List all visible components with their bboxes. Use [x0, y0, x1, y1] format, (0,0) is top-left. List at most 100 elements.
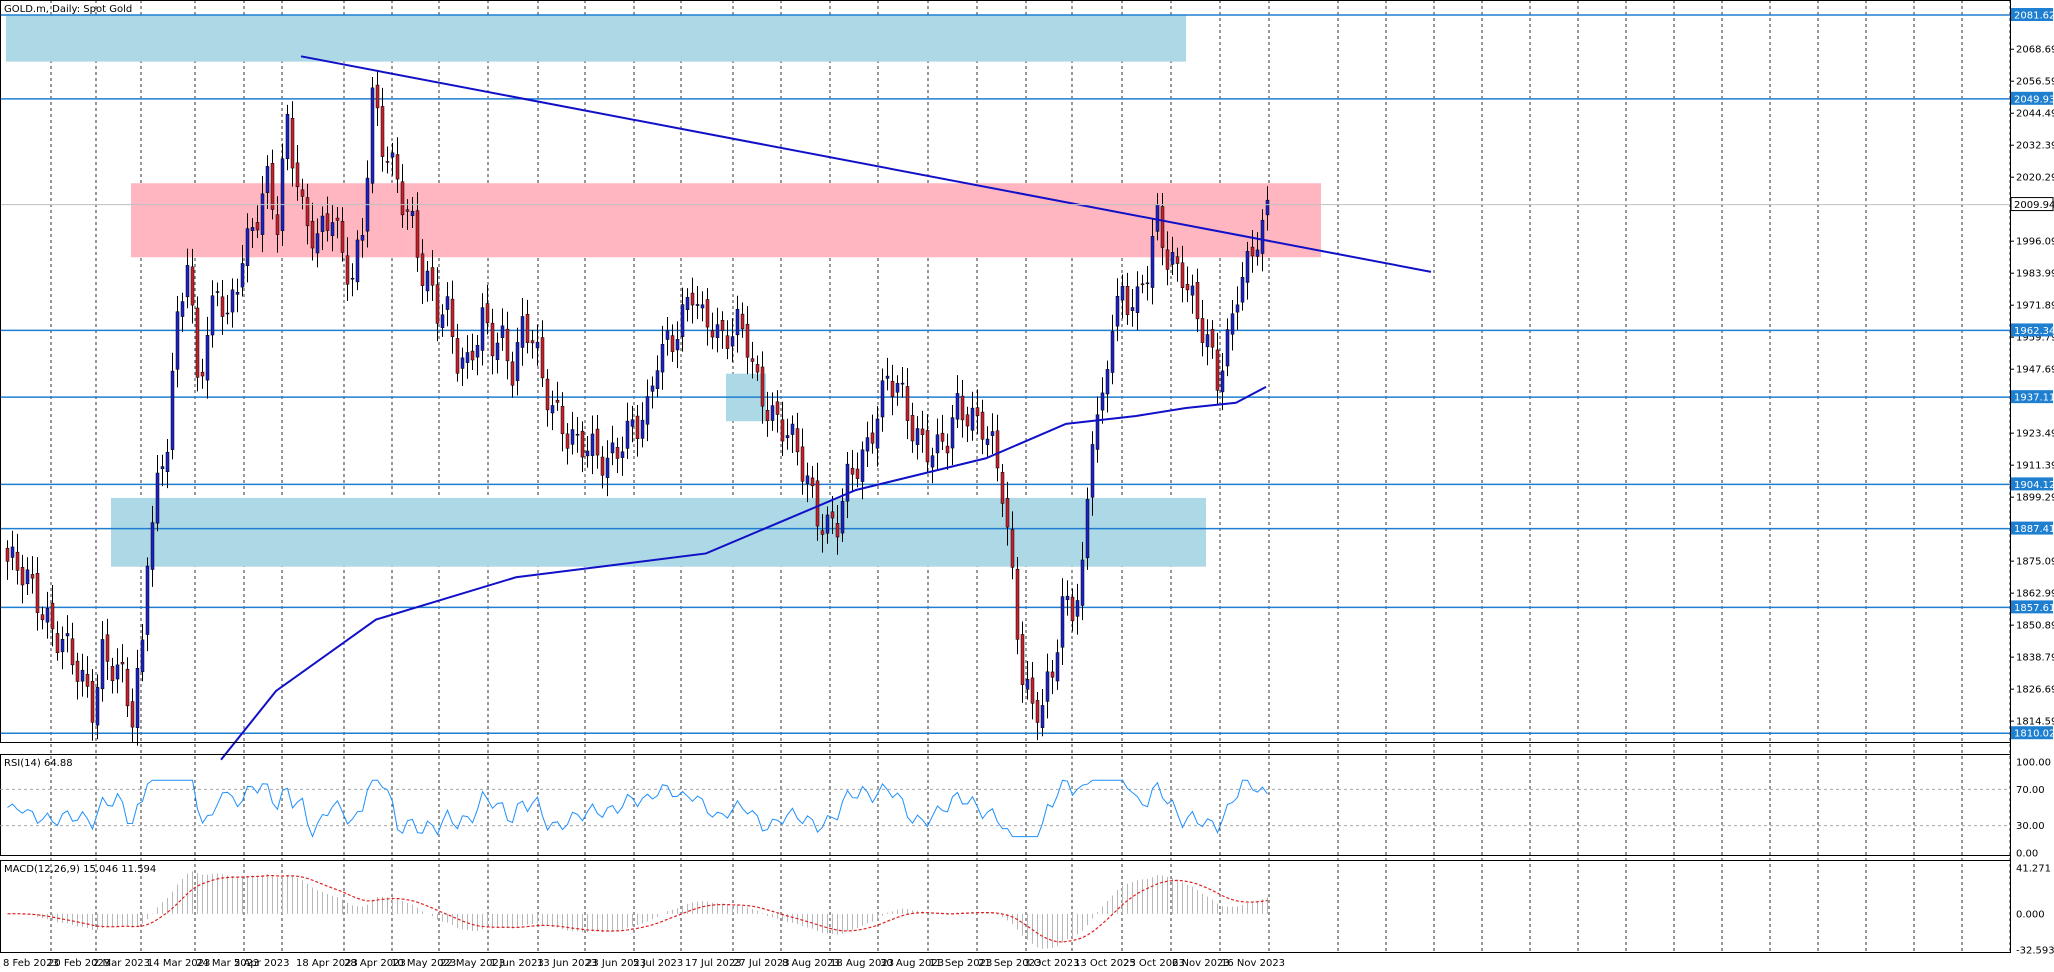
time-label: 13 Oct 2023 — [1074, 958, 1136, 969]
time-label: 25 Oct 2023 — [1123, 958, 1185, 969]
candle-body — [430, 267, 435, 286]
candle-body — [1145, 282, 1150, 285]
candle-body — [535, 341, 540, 349]
candle-body — [665, 330, 670, 340]
candle-body — [1105, 369, 1110, 395]
candle-body — [1200, 318, 1205, 343]
candle-body — [890, 380, 895, 397]
price-badge-label: 1904.12 — [2014, 480, 2054, 491]
candle-body — [755, 364, 760, 373]
candle-body — [255, 222, 260, 231]
candle-body — [895, 383, 900, 393]
candle-body — [1260, 219, 1265, 254]
candle-body — [170, 370, 175, 450]
time-label: 3 Oct 2023 — [1024, 958, 1079, 969]
candle-body — [845, 463, 850, 502]
candle-body — [425, 270, 430, 292]
candle-body — [180, 301, 185, 317]
candle-body — [690, 292, 695, 306]
price-badge — [2011, 521, 2053, 535]
candle-body — [1090, 444, 1095, 498]
candle-body — [865, 437, 870, 452]
candle-body — [20, 567, 25, 586]
candle-body — [500, 325, 505, 338]
candle-body — [645, 396, 650, 425]
price-tick-label: 2068.69 — [2016, 45, 2054, 56]
price-badge — [2011, 477, 2053, 491]
candle-body — [610, 442, 615, 454]
macd-tick-label: 0.000 — [2016, 909, 2045, 920]
price-candles — [5, 70, 1270, 746]
candle-body — [995, 430, 1000, 469]
candle-body — [1075, 600, 1080, 617]
price-badge — [2010, 197, 2054, 212]
candle-body — [320, 215, 325, 232]
candle-body — [530, 340, 535, 344]
candle-body — [1165, 249, 1170, 270]
candle-body — [590, 433, 595, 456]
candle-body — [405, 209, 410, 212]
candle-body — [70, 638, 75, 666]
price-tick-label: 1983.99 — [2016, 269, 2054, 280]
time-label: 2 Mar 2023 — [93, 958, 150, 969]
candle-body — [325, 213, 330, 231]
candle-body — [110, 666, 115, 682]
candle-body — [435, 284, 440, 324]
macd-signal-line — [7, 874, 1268, 943]
candle-body — [965, 414, 970, 427]
candle-body — [315, 233, 320, 254]
rsi-tick-label: 100.00 — [2016, 758, 2051, 769]
candle-body — [1070, 596, 1075, 622]
candle-body — [480, 307, 485, 351]
candle-body — [1010, 529, 1015, 568]
candle-body — [145, 565, 150, 635]
macd-label: MACD(12,26,9) 15.046 11.594 — [4, 864, 156, 875]
candle-body — [860, 449, 865, 482]
candle-body — [190, 266, 195, 306]
candle-body — [920, 428, 925, 435]
price-zones — [6, 15, 1321, 567]
macd-tick-label: 41.271 — [2016, 864, 2051, 875]
candle-body — [460, 357, 465, 369]
candle-body — [550, 405, 555, 414]
candle-body — [210, 295, 215, 336]
price-tick-label: 1814.59 — [2016, 717, 2054, 728]
candle-body — [465, 352, 470, 363]
candle-body — [205, 335, 210, 381]
descending-trendline[interactable] — [300, 55, 1432, 273]
time-label: 20 Feb 2023 — [48, 958, 110, 969]
candle-body — [925, 430, 930, 463]
candle-body — [720, 320, 725, 331]
candle-body — [660, 344, 665, 373]
rsi-levels — [0, 788, 2010, 827]
price-tick-label: 1875.09 — [2016, 557, 2054, 568]
candle-body — [540, 337, 545, 379]
time-label: 13 Jun 2023 — [537, 958, 597, 969]
time-label: 30 Aug 2023 — [880, 958, 944, 969]
candle-body — [235, 291, 240, 295]
candle-body — [290, 117, 295, 169]
candle-body — [260, 193, 265, 235]
candle-body — [130, 701, 135, 728]
candle-body — [1095, 414, 1100, 450]
candle-body — [100, 639, 105, 690]
supply-zone — [6, 15, 1186, 62]
candle-body — [725, 335, 730, 349]
candle-body — [215, 291, 220, 293]
candle-body — [45, 608, 50, 623]
candle-body — [1115, 296, 1120, 327]
candle-body — [960, 395, 965, 421]
candle-body — [485, 303, 490, 324]
time-label: 16 Nov 2023 — [1221, 958, 1285, 969]
candle-body — [300, 189, 305, 197]
candle-body — [105, 634, 110, 662]
candle-body — [750, 358, 755, 362]
price-axis-ticks: 2068.69 2056.59 2044.49 2032.39 2020.29 1996.… — [2010, 45, 2054, 728]
candle-body — [470, 350, 475, 361]
candle-body — [835, 523, 840, 538]
price-tick-label: 1899.29 — [2016, 493, 2054, 504]
price-tick-label: 1947.69 — [2016, 365, 2054, 376]
candle-body — [695, 304, 700, 306]
candle-body — [1180, 262, 1185, 288]
